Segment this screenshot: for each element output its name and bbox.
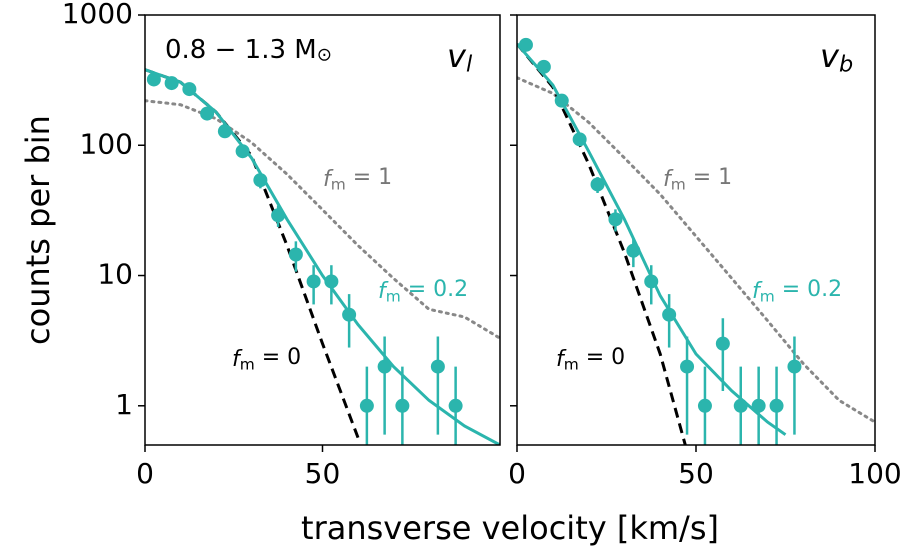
data-point [377,359,392,374]
data-point [200,106,215,121]
data-point [324,274,339,289]
y-tick-label: 10 [97,258,133,291]
data-point [146,72,161,87]
annotation-subscript: m [564,355,579,373]
annotation-subscript: ⊙ [317,44,332,65]
annotation-subscript: l [466,51,473,77]
data-point [590,177,605,192]
data-point [751,398,766,413]
y-axis-label: counts per bin [19,115,57,345]
data-point [733,398,748,413]
data-point [306,274,321,289]
annotation-subscript: m [671,175,686,193]
data-point [288,247,303,262]
annotation-subscript: b [839,51,853,77]
data-point [359,398,374,413]
annotation-text: f [663,167,674,192]
annotation: fm = 1 [323,165,392,193]
data-point [787,359,802,374]
annotation-text: f [752,279,763,304]
x-tick-label: 100 [848,457,901,490]
annotation-subscript: m [760,287,775,305]
annotation-text: f [378,279,389,304]
annotation-subscript: m [240,355,255,373]
x-tick-label: 0 [508,457,526,490]
annotation: fm = 0.2 [378,277,468,305]
annotation: fm = 0 [556,345,625,373]
annotation: fm = 1 [663,165,732,193]
data-point [271,208,286,223]
data-point [164,76,179,91]
x-tick-label: 0 [136,457,154,490]
y-tick-label: 1 [115,388,133,421]
data-point [644,274,659,289]
plot-frame [144,14,501,446]
annotation-text: f [323,167,334,192]
data-point [662,307,677,322]
annotation: 0.8 − 1.3 M⊙ [165,35,332,66]
data-point [448,398,463,413]
data-point [769,398,784,413]
data-point [518,37,533,52]
annotation-text: 0.8 − 1.3 M [165,35,317,65]
annotation-subscript: m [331,175,346,193]
model-line [517,76,875,424]
data-point [430,359,445,374]
data-point [182,82,197,97]
data-point [697,398,712,413]
model-line [517,42,687,445]
annotation-rest: = 0.2 [401,277,468,302]
data-point [626,243,641,258]
data-point [395,398,410,413]
data-point [680,359,695,374]
data-point [608,212,623,227]
data-point [342,307,357,322]
y-tick-label: 1000 [62,0,133,30]
data-point [253,173,268,188]
annotation-rest: = 1 [346,165,392,190]
annotation-subscript: m [386,287,401,305]
data-point [235,144,250,159]
annotation-rest: = 0 [579,345,625,370]
plot-area [517,37,875,445]
y-tick-label: 100 [80,127,133,160]
annotation: vb [820,37,853,77]
data-point [572,132,587,147]
data-point [217,124,232,139]
annotation-text: f [556,347,567,372]
annotation-rest: = 1 [686,165,732,190]
annotation: fm = 0.2 [752,277,842,305]
annotation: vl [447,37,473,77]
annotation-text: v [447,37,467,75]
x-tick-label: 50 [305,457,341,490]
annotation-text: f [232,347,243,372]
plot-area [145,68,500,445]
model-line [145,68,500,445]
annotation-text: v [820,37,840,75]
data-point [536,59,551,74]
data-point [554,93,569,108]
annotation: fm = 0 [232,345,301,373]
model-line [145,99,500,340]
x-axis-label: transverse velocity [km/s] [301,509,719,547]
data-point [715,336,730,351]
annotation-rest: = 0 [255,345,301,370]
annotation-rest: = 0.2 [775,277,842,302]
x-tick-label: 50 [678,457,714,490]
plot-frame [516,14,876,446]
model-line [145,68,360,439]
